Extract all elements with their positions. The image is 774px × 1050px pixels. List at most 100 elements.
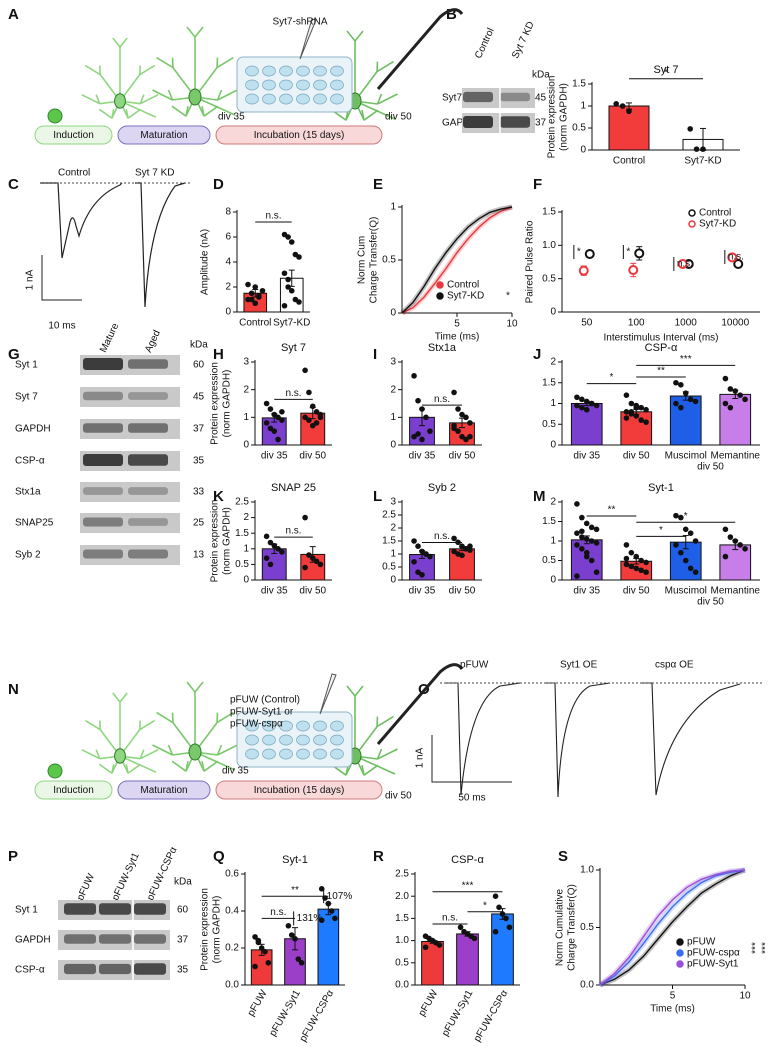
data-point: [588, 538, 595, 544]
data-point: [638, 557, 644, 564]
dendrite: [84, 719, 101, 731]
y-tick-label: 2: [550, 357, 556, 368]
data-point: [285, 234, 291, 240]
y-tick-label: 0.0: [225, 980, 239, 991]
y-axis-label: Protein expression: [547, 76, 558, 159]
data-point: [411, 538, 417, 544]
dendrite: [81, 93, 101, 105]
data-point: [583, 553, 590, 560]
data-point: [673, 542, 679, 548]
y-tick-label: 2: [225, 282, 231, 293]
dendrite: [119, 692, 128, 703]
y-axis-label: Norm Cum: [357, 236, 368, 284]
trace-label: pFUW: [460, 660, 489, 671]
kda-header: kDa: [532, 70, 550, 81]
y-tick-label: 1.5: [235, 528, 249, 539]
series-line: [401, 206, 513, 314]
band: [99, 963, 131, 975]
div-label: div 50: [385, 791, 412, 802]
dendrite: [139, 748, 159, 760]
y-tick-label: 0: [243, 575, 249, 586]
well: [330, 734, 344, 746]
data-point: [677, 259, 688, 269]
chart-title: SNAP 25: [271, 482, 316, 494]
y-axis-label: Norm Cumulative: [555, 888, 566, 966]
legend-label: pFUW-cspα: [687, 948, 740, 959]
neuron: [152, 26, 238, 117]
chart-title: Syt 7: [281, 342, 306, 354]
data-point: [306, 417, 312, 423]
data-point: [415, 543, 421, 549]
well: [296, 734, 310, 746]
legend-swatch: [688, 209, 696, 217]
dendrite: [217, 89, 238, 101]
data-point: [275, 436, 281, 443]
y-tick-label: 2: [550, 497, 556, 508]
chart-title: Syt-1: [648, 482, 674, 494]
x-tick-label: Memantine: [711, 586, 761, 597]
data-point: [492, 928, 499, 935]
data-point: [436, 942, 443, 948]
y-tick-label: 2.5: [235, 497, 249, 508]
y-tick-label: 0: [390, 440, 396, 451]
data-point: [687, 565, 694, 572]
trace-label: Control: [58, 168, 90, 179]
kda-header: kDa: [190, 340, 208, 351]
y-tick-label: 1.5: [542, 516, 556, 527]
row-label: CSP-α: [15, 965, 45, 976]
x-tick-label: div 50: [449, 586, 476, 597]
data-point: [279, 409, 285, 415]
data-point: [628, 265, 639, 275]
data-point: [623, 542, 630, 548]
x-tick-label: pFUW-CSPα: [472, 988, 511, 1044]
y-tick-label: 1: [390, 412, 396, 423]
kda-label: 25: [193, 518, 205, 529]
data-point: [579, 404, 585, 411]
x-tick-label: div 35: [409, 451, 436, 462]
y-tick-label: 3: [243, 357, 249, 368]
well: [279, 79, 293, 91]
data-point: [419, 436, 425, 443]
x-tick-label: 100: [628, 318, 645, 329]
legend-label: Control: [447, 280, 479, 291]
data-point: [638, 417, 644, 423]
dendrite: [216, 711, 234, 724]
legend-label: pFUW-Syt1: [687, 959, 739, 970]
data-point: [643, 559, 649, 566]
y-axis-label: (norm GAPDH): [222, 507, 233, 575]
kda-label: 33: [193, 487, 205, 498]
well: [262, 79, 276, 91]
progenitor: [47, 763, 63, 779]
data-point: [259, 287, 266, 294]
data-point: [415, 569, 421, 575]
data-point: [742, 546, 748, 552]
band: [64, 963, 96, 975]
y-tick-label: 3: [390, 497, 396, 508]
scale-label: 1 nA: [415, 747, 426, 768]
trace-label: cspα OE: [655, 660, 694, 671]
panel-letter: C: [8, 176, 19, 193]
x-tick-label: 50: [581, 318, 593, 329]
bar: [456, 933, 479, 986]
data-point: [263, 400, 270, 407]
trace: [40, 182, 123, 259]
data-point: [471, 935, 478, 942]
well: [296, 65, 310, 77]
band: [500, 116, 530, 128]
neuron: [81, 37, 159, 119]
y-tick-label: 1.5: [542, 377, 556, 388]
band: [64, 934, 96, 944]
row-label: Syt 1: [15, 360, 38, 371]
data-point: [288, 932, 295, 938]
significance-label: *: [610, 372, 614, 383]
data-point: [673, 512, 679, 519]
well: [330, 79, 344, 91]
data-point: [574, 394, 580, 401]
kda-label: 60: [193, 360, 205, 371]
data-point: [687, 530, 694, 536]
y-tick-label: 1.5: [395, 913, 409, 924]
data-point: [623, 409, 630, 415]
well: [313, 720, 327, 732]
x-tick-label: 10: [739, 991, 751, 1002]
